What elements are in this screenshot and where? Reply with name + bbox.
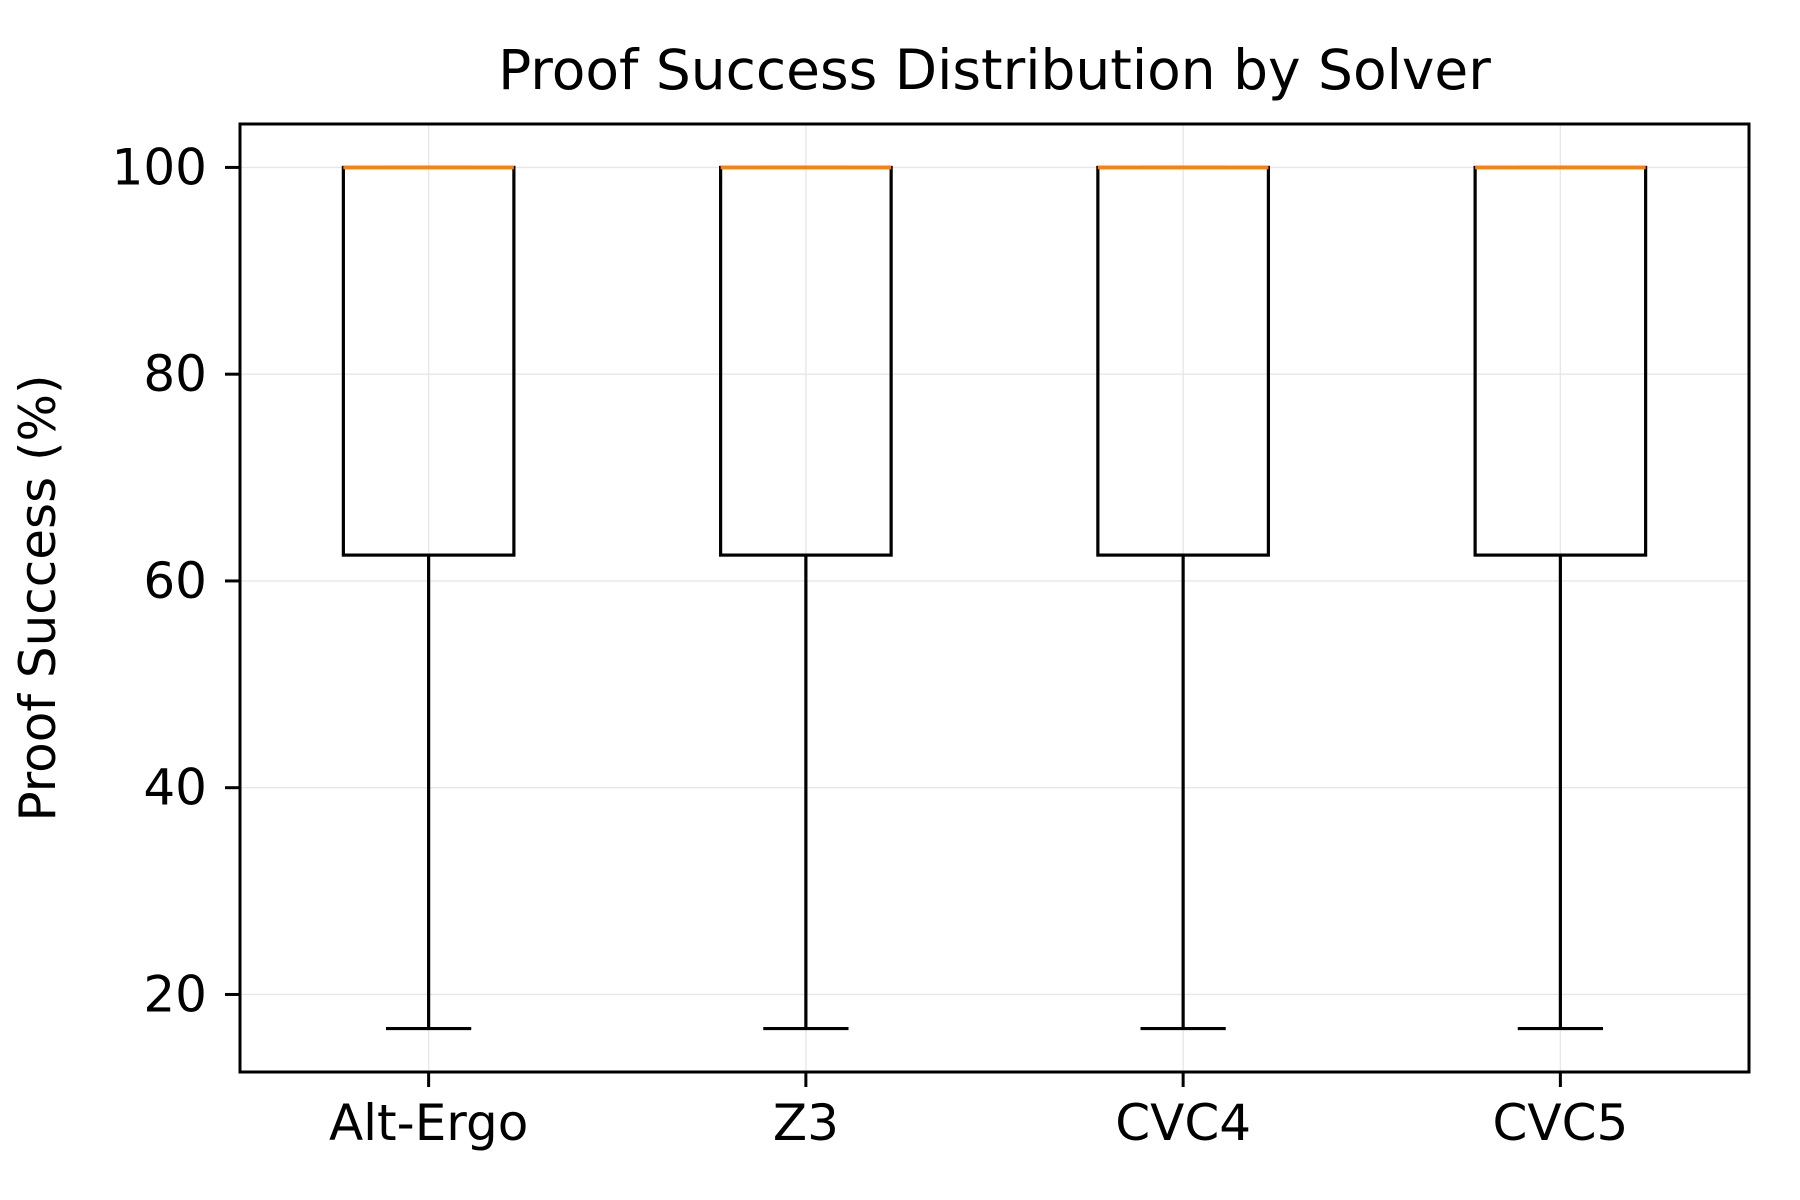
x-tick-label: Alt-Ergo	[329, 1094, 528, 1152]
plot-border	[238, 122, 1751, 1074]
x-tick-label: Z3	[773, 1094, 839, 1152]
x-tick-label: CVC4	[1115, 1094, 1251, 1152]
y-tick-label: 20	[143, 965, 207, 1023]
chart-title: Proof Success Distribution by Solver	[498, 38, 1491, 102]
y-tick-label: 80	[143, 345, 207, 403]
y-tick-label: 40	[143, 759, 207, 817]
y-tick-label: 100	[112, 138, 207, 196]
x-tick-label: CVC5	[1492, 1094, 1628, 1152]
y-tick-label: 60	[143, 552, 207, 610]
